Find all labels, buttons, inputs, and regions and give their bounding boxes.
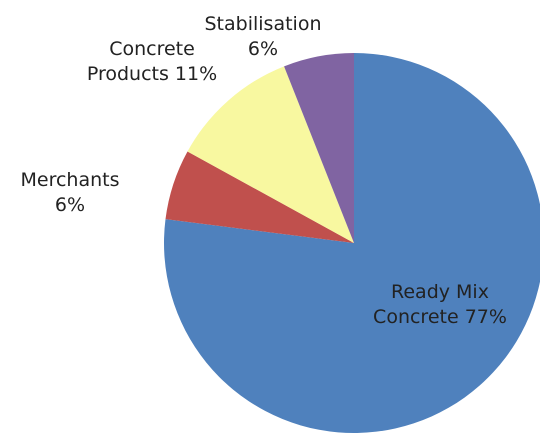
pie-slice bbox=[187, 66, 354, 243]
pie-slice bbox=[165, 151, 354, 243]
category-name: Merchants bbox=[20, 169, 120, 191]
category-name: Concrete Products bbox=[86, 38, 195, 85]
pie-slice bbox=[284, 53, 354, 243]
slice-label: Stabilisation 6% bbox=[198, 12, 328, 62]
value-label: 11% bbox=[174, 63, 218, 85]
slice-label: Concrete Products 11% bbox=[82, 37, 222, 87]
slice-label: Ready Mix Concrete 77% bbox=[368, 280, 513, 330]
value-label: 6% bbox=[54, 194, 86, 216]
category-name: Ready Mix Concrete bbox=[373, 281, 489, 328]
category-name: Stabilisation bbox=[204, 13, 322, 35]
value-label: 77% bbox=[464, 306, 507, 328]
slice-label: Merchants 6% bbox=[18, 168, 123, 218]
pie-slice bbox=[164, 53, 540, 433]
value-label: 6% bbox=[247, 38, 279, 60]
